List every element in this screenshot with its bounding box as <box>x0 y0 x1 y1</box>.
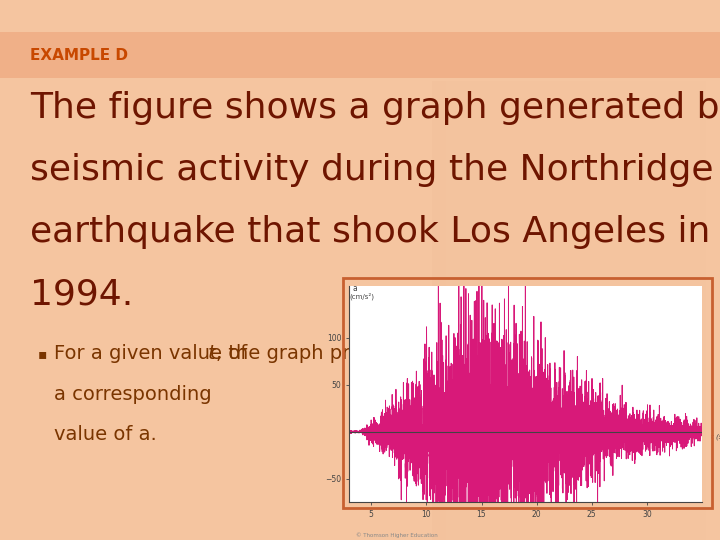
Bar <box>490 81 504 540</box>
Text: a corresponding: a corresponding <box>54 384 212 404</box>
Bar <box>648 81 662 540</box>
Bar <box>518 81 533 540</box>
Text: seismic activity during the Northridge: seismic activity during the Northridge <box>30 153 714 187</box>
Bar <box>0 32 720 78</box>
Text: t: t <box>207 344 215 363</box>
Bar <box>619 81 634 540</box>
Bar <box>691 81 706 540</box>
Text: For a given value of: For a given value of <box>54 344 253 363</box>
Bar <box>706 81 720 540</box>
Bar <box>504 81 518 540</box>
Bar <box>576 81 590 540</box>
Text: EXAMPLE D: EXAMPLE D <box>30 48 128 63</box>
Text: a: a <box>353 285 357 293</box>
Bar <box>547 81 562 540</box>
Bar <box>533 81 547 540</box>
Text: The figure shows a graph generated by: The figure shows a graph generated by <box>30 91 720 125</box>
Text: t (seconds): t (seconds) <box>711 434 720 440</box>
Text: ▪: ▪ <box>37 347 47 361</box>
Bar <box>475 81 490 540</box>
Bar <box>562 81 576 540</box>
Text: , the graph provides: , the graph provides <box>216 344 413 363</box>
Bar <box>634 81 648 540</box>
Text: (cm/s²): (cm/s²) <box>349 293 374 300</box>
Text: © Thomson Higher Education: © Thomson Higher Education <box>356 532 438 538</box>
Bar <box>590 81 605 540</box>
Bar <box>446 81 461 540</box>
Text: 1994.: 1994. <box>30 278 133 311</box>
Bar <box>677 81 691 540</box>
Bar <box>662 81 677 540</box>
Text: value of a.: value of a. <box>54 425 157 444</box>
Bar <box>432 81 446 540</box>
Bar <box>605 81 619 540</box>
Bar <box>461 81 475 540</box>
Text: earthquake that shook Los Angeles in: earthquake that shook Los Angeles in <box>30 215 711 249</box>
